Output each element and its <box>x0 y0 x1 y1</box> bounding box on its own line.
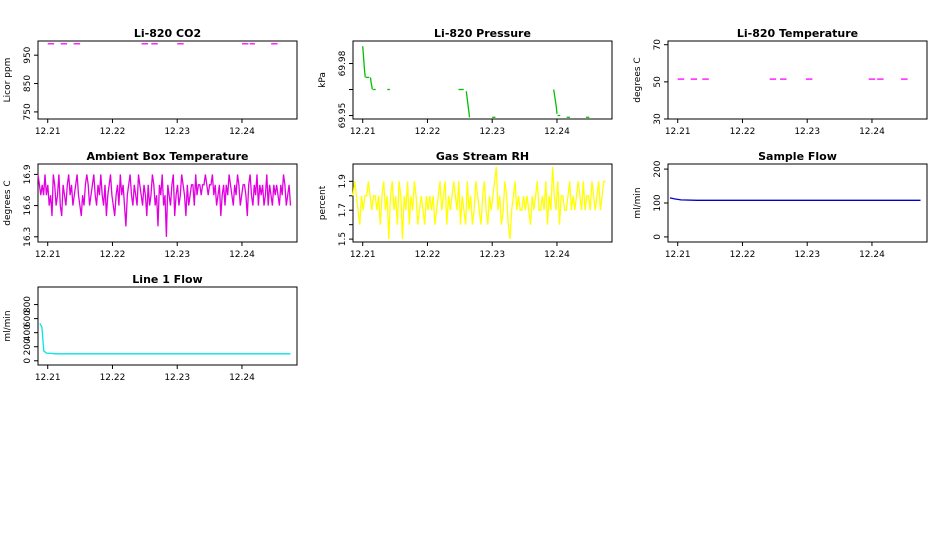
series-line <box>352 166 606 240</box>
x-tick-label: 12.24 <box>229 127 255 137</box>
series-line <box>37 174 292 237</box>
x-tick-label: 12.21 <box>350 250 376 260</box>
y-tick-label: 0 <box>23 358 33 364</box>
series-line <box>465 91 471 118</box>
plot-frame <box>352 40 613 120</box>
y-tick-label: 16.6 <box>23 195 33 215</box>
x-tick-label: 12.22 <box>730 127 756 137</box>
chart-title: Sample Flow <box>758 150 837 163</box>
y-tick-label: 50 <box>653 76 663 88</box>
plot-frame <box>37 163 298 243</box>
x-tick-label: 12.22 <box>100 127 126 137</box>
series-line <box>369 77 374 90</box>
x-tick-label: 12.22 <box>415 127 441 137</box>
chart-title: Li-820 CO2 <box>134 27 201 40</box>
chart-title: Line 1 Flow <box>132 273 202 286</box>
series-line <box>362 46 366 78</box>
x-tick-label: 12.21 <box>35 127 61 137</box>
x-tick-label: 12.24 <box>229 373 255 383</box>
y-tick-label: 750 <box>23 103 33 120</box>
y-tick-label: 400 <box>23 324 33 341</box>
y-tick-label: 850 <box>23 75 33 92</box>
x-tick-label: 12.22 <box>730 250 756 260</box>
chart-title: Li-820 Pressure <box>434 27 531 40</box>
x-tick-label: 12.23 <box>479 127 505 137</box>
panel-licor-temperature: Li-820 Temperature degrees C 12.21 12.22 12.… <box>633 27 928 137</box>
x-tick-label: 12.23 <box>164 250 190 260</box>
plot-frame <box>352 163 613 243</box>
x-tick-label: 12.21 <box>665 250 691 260</box>
plot-frame <box>667 163 928 243</box>
y-tick-label: 30 <box>653 113 663 125</box>
panel-co2: Li-820 CO2 Licor ppm 12.21 12.22 12.23 12.24 7… <box>3 27 298 137</box>
y-tick-label: 100 <box>653 194 663 211</box>
panel-gas-stream-rh: Gas Stream RH percent 12.21 12.22 12.23 12.24… <box>318 150 613 260</box>
y-tick-label: 1.5 <box>338 232 348 246</box>
x-tick-label: 12.22 <box>100 250 126 260</box>
y-tick-label: 1.7 <box>338 203 348 217</box>
y-tick-label: 800 <box>23 296 33 313</box>
y-tick-label: 950 <box>23 46 33 63</box>
x-tick-label: 12.23 <box>164 127 190 137</box>
y-tick-label: 70 <box>653 39 663 51</box>
x-tick-label: 12.24 <box>544 250 570 260</box>
x-tick-label: 12.21 <box>350 127 376 137</box>
series-line <box>553 89 558 114</box>
x-tick-label: 12.23 <box>794 250 820 260</box>
chart-title: Li-820 Temperature <box>737 27 858 40</box>
x-tick-label: 12.21 <box>665 127 691 137</box>
y-tick-label: 200 <box>653 160 663 177</box>
panel-pressure: Li-820 Pressure kPa 12.21 12.22 12.23 12.24 69… <box>318 27 613 137</box>
y-tick-label: 200 <box>23 338 33 355</box>
x-tick-label: 12.23 <box>164 373 190 383</box>
y-tick-label: 69.95 <box>338 103 348 129</box>
y-tick-label: 1.9 <box>338 174 348 189</box>
x-tick-label: 12.22 <box>415 250 441 260</box>
x-tick-label: 12.22 <box>100 373 126 383</box>
x-tick-label: 12.23 <box>479 250 505 260</box>
panel-ambient-box-temperature: Ambient Box Temperature degrees C 12.21 12.… <box>3 150 298 260</box>
y-axis-label: percent <box>318 185 328 220</box>
y-axis-label: degrees C <box>3 180 13 225</box>
x-tick-label: 12.23 <box>794 127 820 137</box>
chart-title: Ambient Box Temperature <box>87 150 249 163</box>
y-tick-label: 600 <box>23 310 33 327</box>
panel-line1-flow: Line 1 Flow ml/min 12.21 12.22 12.23 12.24 0 20… <box>3 273 298 383</box>
x-tick-label: 12.21 <box>35 250 61 260</box>
chart-title: Gas Stream RH <box>436 150 529 163</box>
y-axis-label: Licor ppm <box>3 58 13 103</box>
y-tick-label: 16.9 <box>23 164 33 184</box>
series-line <box>39 323 291 355</box>
y-axis-label: ml/min <box>633 187 643 218</box>
plot-frame <box>37 286 298 366</box>
x-tick-label: 12.24 <box>229 250 255 260</box>
y-tick-label: 69.98 <box>338 50 348 76</box>
plot-frame <box>37 40 298 120</box>
y-axis-label: kPa <box>318 72 328 88</box>
series-line <box>669 197 921 201</box>
y-tick-label: 0 <box>653 234 663 240</box>
y-axis-label: degrees C <box>633 57 643 102</box>
plot-frame <box>667 40 928 120</box>
panel-sample-flow: Sample Flow ml/min 12.21 12.22 12.23 12.24 0 10… <box>633 150 928 260</box>
y-axis-label: ml/min <box>3 310 13 341</box>
y-tick-label: 16.3 <box>23 227 33 247</box>
x-tick-label: 12.24 <box>544 127 570 137</box>
x-tick-label: 12.24 <box>859 127 885 137</box>
x-tick-label: 12.21 <box>35 373 61 383</box>
x-tick-label: 12.24 <box>859 250 885 260</box>
